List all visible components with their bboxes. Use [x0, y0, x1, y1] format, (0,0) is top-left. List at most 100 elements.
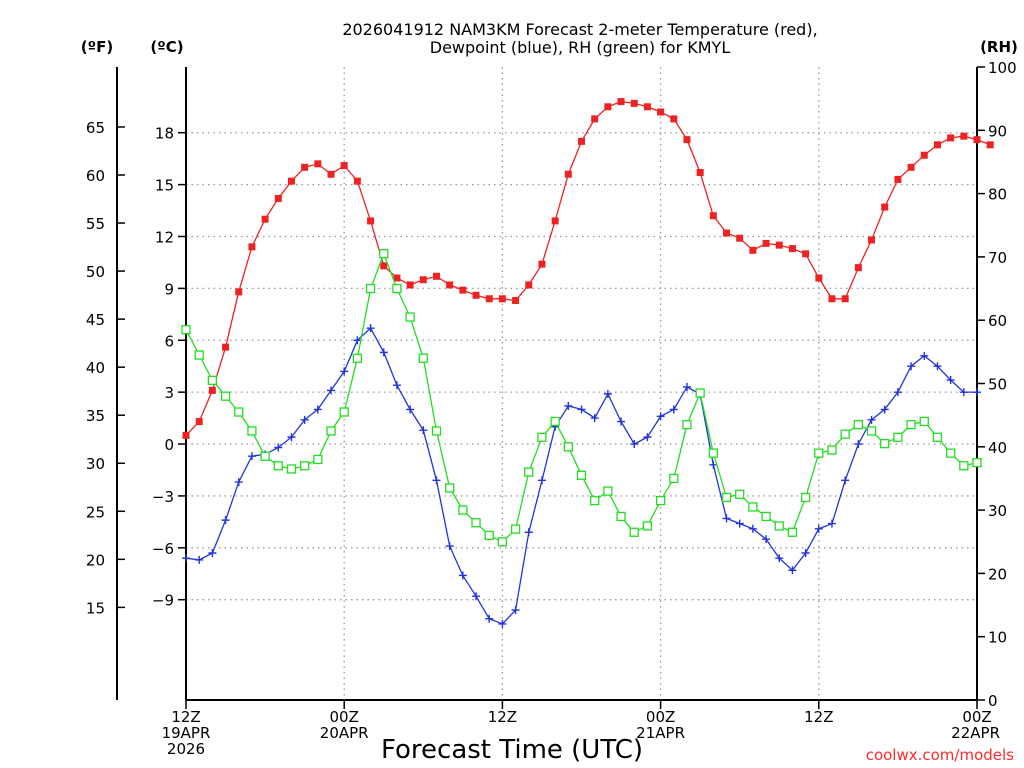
fahrenheit-tick-label: 35 — [86, 407, 105, 425]
data-point — [406, 281, 414, 289]
data-point — [946, 376, 955, 385]
data-point — [972, 457, 982, 468]
celsius-tick-label: 9 — [164, 280, 174, 298]
data-point — [866, 426, 877, 436]
data-point — [709, 460, 718, 469]
fahrenheit-tick-label: 50 — [86, 263, 105, 281]
data-point — [208, 548, 217, 557]
data-point — [788, 566, 797, 575]
data-point — [459, 286, 467, 294]
data-point — [287, 177, 295, 185]
rh-tick-label: 10 — [988, 629, 1007, 647]
data-point — [669, 473, 679, 484]
data-point — [629, 527, 639, 537]
data-point — [670, 115, 678, 123]
data-point — [801, 548, 810, 557]
data-point — [273, 461, 283, 471]
data-point — [195, 418, 203, 426]
data-point — [827, 519, 836, 528]
fahrenheit-tick-label: 65 — [86, 119, 105, 137]
data-point — [867, 415, 876, 424]
data-point — [920, 351, 929, 360]
data-point — [748, 502, 758, 512]
rh-unit-label: (RH) — [980, 38, 1018, 56]
data-point — [590, 414, 599, 423]
data-point — [260, 451, 270, 461]
data-point — [802, 250, 810, 258]
data-point — [657, 108, 665, 116]
rh-tick-label: 60 — [988, 312, 1007, 330]
celsius-unit-label: (ºC) — [150, 38, 183, 56]
fahrenheit-tick-label: 40 — [86, 359, 105, 377]
data-point — [301, 163, 309, 171]
data-point — [774, 521, 784, 531]
data-point — [841, 295, 849, 303]
data-point — [208, 386, 216, 394]
data-point — [497, 537, 508, 547]
data-point — [933, 362, 942, 371]
data-point — [564, 401, 573, 410]
data-point — [762, 535, 771, 544]
series-rh — [181, 249, 982, 547]
data-point — [524, 528, 533, 537]
data-point — [576, 470, 587, 480]
rh-tick-label: 100 — [988, 59, 1017, 77]
data-point — [643, 433, 652, 442]
data-point — [603, 486, 613, 496]
data-point — [431, 426, 442, 436]
data-point — [300, 415, 309, 424]
data-point — [207, 375, 218, 385]
data-point — [643, 103, 651, 111]
data-point — [827, 445, 837, 455]
data-point — [445, 483, 455, 493]
celsius-tick-label: 18 — [155, 125, 174, 143]
data-point — [669, 405, 678, 414]
data-point — [722, 514, 731, 523]
data-point — [498, 619, 507, 628]
data-point — [261, 215, 269, 223]
data-point — [800, 492, 811, 503]
celsius-tick-label: −6 — [152, 540, 174, 558]
rh-tick-label: 20 — [988, 565, 1007, 583]
data-point — [881, 203, 889, 211]
data-point — [299, 461, 310, 471]
data-point — [365, 283, 376, 294]
data-point — [234, 478, 243, 487]
data-point — [920, 151, 928, 159]
data-point — [419, 276, 427, 284]
data-point — [498, 295, 506, 303]
data-point — [314, 160, 322, 168]
rh-tick-label: 80 — [988, 186, 1007, 204]
x-tick-label: 21APR — [636, 724, 685, 742]
data-point — [893, 432, 903, 442]
data-point — [656, 412, 665, 421]
data-point — [709, 212, 717, 220]
data-point — [510, 524, 521, 534]
data-point — [340, 367, 349, 376]
fahrenheit-tick-label: 55 — [86, 215, 105, 233]
data-point — [762, 239, 770, 247]
data-point — [248, 243, 256, 251]
x-tick-label: 00Z — [962, 708, 991, 726]
data-point — [880, 405, 889, 414]
fahrenheit-tick-label: 60 — [86, 167, 105, 185]
data-point — [721, 492, 732, 503]
data-point — [445, 542, 454, 551]
data-point — [683, 136, 691, 144]
data-point — [222, 343, 230, 351]
data-point — [563, 442, 573, 452]
data-point — [432, 476, 441, 485]
data-point — [352, 353, 363, 363]
credit-link[interactable]: coolwx.com/models — [866, 746, 1014, 764]
data-point — [736, 234, 744, 242]
data-point — [682, 382, 691, 391]
data-point — [313, 405, 322, 414]
celsius-tick-label: 12 — [155, 228, 174, 246]
data-point — [339, 407, 349, 417]
data-point — [380, 262, 388, 270]
data-point — [287, 433, 296, 442]
data-point — [392, 283, 402, 294]
data-point — [748, 524, 757, 533]
data-point — [617, 98, 625, 106]
data-point — [406, 405, 415, 414]
